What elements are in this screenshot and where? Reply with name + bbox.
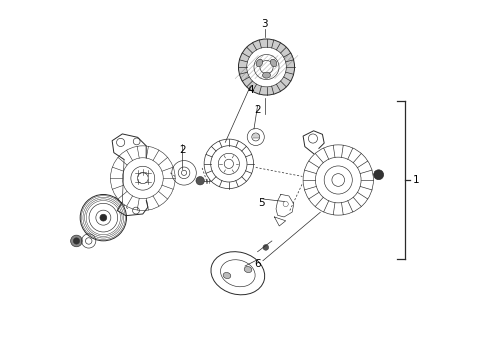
Text: 4: 4 <box>247 85 254 95</box>
Text: 2: 2 <box>254 105 261 115</box>
Ellipse shape <box>263 72 270 78</box>
Ellipse shape <box>244 266 252 273</box>
Ellipse shape <box>223 273 231 279</box>
Circle shape <box>71 235 82 247</box>
Text: 3: 3 <box>261 19 268 29</box>
Circle shape <box>247 47 286 87</box>
Circle shape <box>73 238 80 244</box>
Circle shape <box>196 176 204 185</box>
Ellipse shape <box>256 59 263 67</box>
Circle shape <box>100 214 107 221</box>
Circle shape <box>239 39 294 95</box>
Circle shape <box>263 244 269 250</box>
Text: 5: 5 <box>258 198 265 208</box>
Text: 2: 2 <box>179 144 186 154</box>
Circle shape <box>374 170 384 180</box>
Text: 1: 1 <box>413 175 420 185</box>
Text: 6: 6 <box>254 259 261 269</box>
Ellipse shape <box>270 59 277 67</box>
